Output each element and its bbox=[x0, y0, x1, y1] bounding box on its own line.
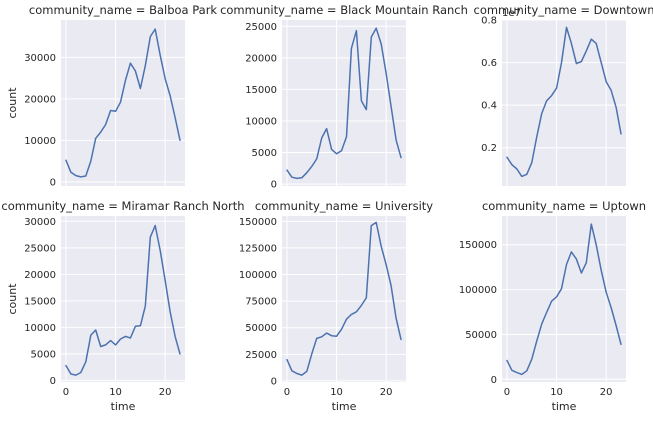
y-tick-label: 5000 bbox=[31, 349, 56, 360]
count-line bbox=[286, 221, 402, 376]
x-tick-label: 10 bbox=[330, 387, 343, 398]
count-line bbox=[506, 223, 622, 376]
facet-panel-0: 0 10000 20000 30000 community_name = Balboa … bbox=[6, 3, 217, 188]
y-axis-label: count bbox=[6, 87, 19, 119]
y-axis-label: count bbox=[6, 283, 19, 315]
facet-title: community_name = University bbox=[255, 199, 433, 213]
y-tick-label: 100000 bbox=[239, 270, 277, 281]
facet-title: community_name = Balboa Park bbox=[29, 3, 218, 17]
x-axis-label: time bbox=[332, 400, 357, 413]
x-tick-label: 10 bbox=[109, 387, 122, 398]
y-tick-label: 150000 bbox=[459, 240, 497, 251]
x-tick-label: 0 bbox=[504, 387, 510, 398]
y-tick-label: 10000 bbox=[24, 323, 56, 334]
y-tick-label: 0 bbox=[271, 180, 277, 191]
y-tick-label: 0.2 bbox=[481, 143, 497, 154]
y-tick-label: 0 bbox=[491, 375, 497, 386]
panel-background bbox=[282, 216, 406, 382]
facet-title: community_name = Downtown bbox=[474, 3, 653, 17]
x-tick-label: 0 bbox=[284, 387, 290, 398]
count-line bbox=[506, 26, 622, 178]
count-line bbox=[65, 224, 181, 376]
y-tick-label: 30000 bbox=[24, 53, 56, 64]
x-tick-label: 0 bbox=[63, 387, 69, 398]
facet-panel-1: 0 5000 10000 15000 20000 25000 community_name … bbox=[220, 3, 468, 191]
y-tick-label: 15000 bbox=[245, 85, 277, 96]
panel-background bbox=[282, 20, 406, 186]
x-axis-label: time bbox=[552, 400, 577, 413]
panel-background bbox=[502, 216, 626, 382]
facet-panel-5: 0 10 20 0 50000 100000 150000 community_name = … bbox=[459, 199, 646, 413]
y-tick-label: 15000 bbox=[24, 296, 56, 307]
x-tick-label: 10 bbox=[550, 387, 563, 398]
facet-title: community_name = Uptown bbox=[482, 199, 646, 213]
facet-title: community_name = Miramar Ranch North bbox=[1, 199, 244, 213]
count-line bbox=[286, 27, 402, 180]
panel-background bbox=[61, 20, 185, 186]
y-tick-label: 125000 bbox=[239, 243, 277, 254]
y-tick-label: 150000 bbox=[239, 217, 277, 228]
y-tick-label: 0.8 bbox=[481, 16, 497, 27]
y-tick-label: 50000 bbox=[465, 330, 497, 341]
y-tick-label: 75000 bbox=[245, 297, 277, 308]
count-line bbox=[65, 28, 181, 178]
y-tick-label: 30000 bbox=[24, 217, 56, 228]
panel-background bbox=[61, 216, 185, 382]
y-tick-label: 20000 bbox=[245, 53, 277, 64]
x-tick-label: 20 bbox=[380, 387, 393, 398]
y-tick-label: 10000 bbox=[24, 136, 56, 147]
y-tick-label: 0 bbox=[50, 177, 56, 188]
facet-title: community_name = Black Mountain Ranch bbox=[220, 3, 468, 17]
y-tick-label: 20000 bbox=[24, 94, 56, 105]
y-tick-label: 0.4 bbox=[481, 101, 497, 112]
y-tick-label: 50000 bbox=[245, 323, 277, 334]
y-tick-label: 25000 bbox=[245, 350, 277, 361]
facet-panel-4: 0 10 20 0 25000 50000 75000 100000 125000 150000 c… bbox=[239, 199, 433, 413]
x-tick-label: 20 bbox=[600, 387, 613, 398]
y-tick-label: 0 bbox=[271, 376, 277, 387]
y-tick-label: 25000 bbox=[24, 243, 56, 254]
x-tick-label: 20 bbox=[159, 387, 172, 398]
axis-offset-label: 1e7 bbox=[502, 8, 521, 19]
y-tick-label: 10000 bbox=[245, 116, 277, 127]
y-tick-label: 100000 bbox=[459, 285, 497, 296]
y-tick-label: 20000 bbox=[24, 270, 56, 281]
y-tick-label: 5000 bbox=[252, 148, 277, 159]
y-tick-label: 0 bbox=[50, 376, 56, 387]
x-axis-label: time bbox=[111, 400, 136, 413]
y-tick-label: 0.6 bbox=[481, 58, 497, 69]
y-tick-label: 25000 bbox=[245, 22, 277, 33]
facet-panel-3: 0 10 20 0 5000 10000 15000 20000 25000 30000 commu… bbox=[1, 199, 244, 413]
